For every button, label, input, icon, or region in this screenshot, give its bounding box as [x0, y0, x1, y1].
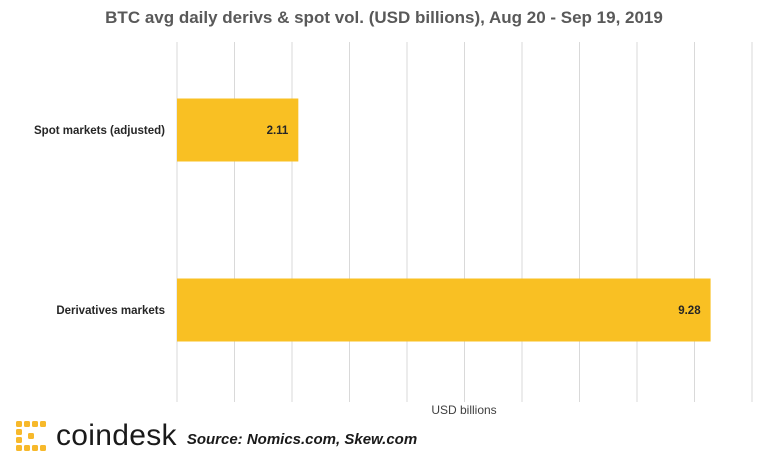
coindesk-logo-icon	[16, 421, 46, 451]
footer: coindesk Source: Nomics.com, Skew.com	[14, 418, 417, 454]
category-label: Spot markets (adjusted)	[34, 125, 165, 137]
category-label: Derivatives markets	[56, 305, 165, 317]
value-labels: 2.11 9.28	[267, 125, 702, 317]
bar	[177, 278, 711, 342]
x-axis-title: USD billions	[431, 403, 496, 417]
bar	[177, 98, 299, 162]
grid-lines	[176, 42, 753, 402]
category-labels: Spot markets (adjusted) Derivatives marke…	[34, 125, 165, 317]
value-label: 2.11	[267, 125, 289, 137]
source-text: Source: Nomics.com, Skew.com	[186, 430, 418, 448]
brand-name: coindesk	[56, 419, 177, 452]
chart-title: BTC avg daily derivs & spot vol. (USD bi…	[105, 8, 663, 27]
bars	[177, 98, 711, 342]
value-label: 9.28	[678, 305, 701, 317]
